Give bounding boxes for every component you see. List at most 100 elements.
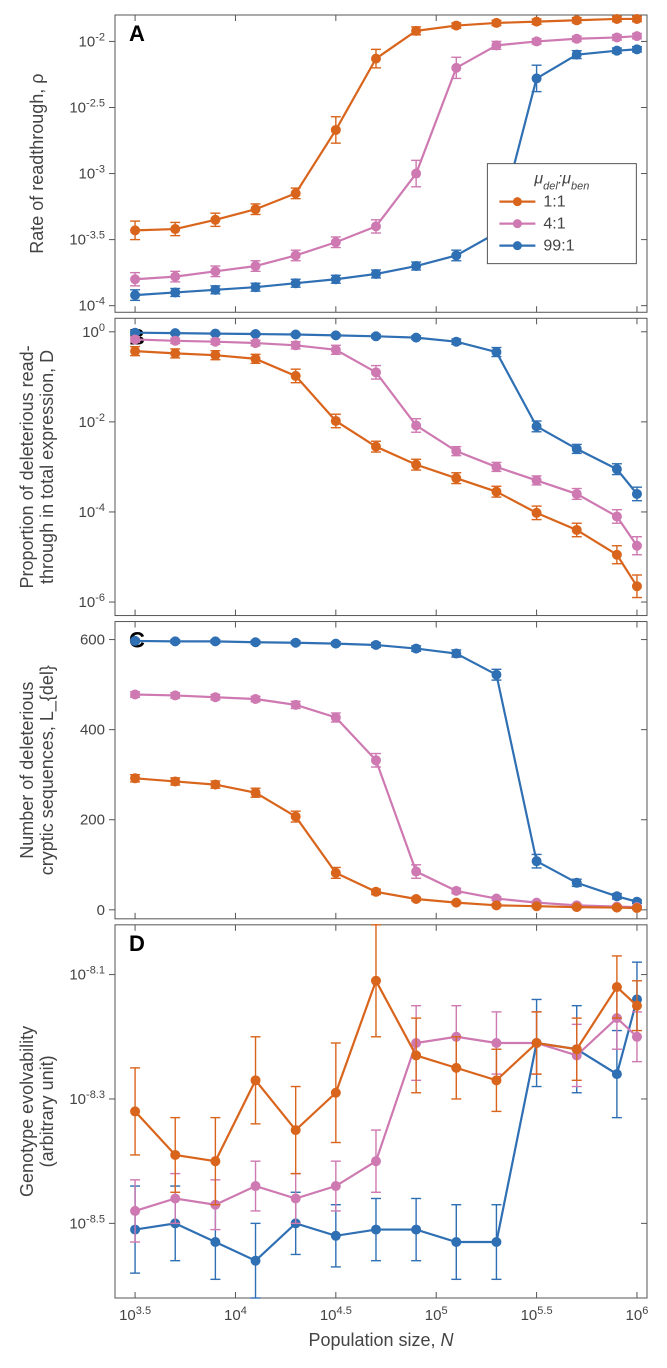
x-axis-label: Population size, N — [308, 1330, 454, 1350]
data-marker — [492, 348, 501, 357]
data-marker — [331, 238, 340, 247]
tick-label: 400 — [80, 722, 105, 739]
data-marker — [632, 32, 641, 41]
data-marker — [412, 460, 421, 469]
data-marker — [171, 637, 180, 646]
legend-item: 1:1 — [543, 194, 565, 211]
tick-label: 10-8.5 — [69, 1213, 105, 1232]
data-marker — [632, 582, 641, 591]
data-marker — [412, 895, 421, 904]
data-marker — [331, 1182, 340, 1191]
tick-label: 105.5 — [521, 1305, 553, 1324]
data-marker — [371, 368, 380, 377]
data-marker — [331, 125, 340, 134]
data-marker — [171, 1194, 180, 1203]
series-line-s3 — [135, 641, 637, 902]
data-marker — [532, 1038, 541, 1047]
data-marker — [251, 695, 260, 704]
panel-D: 10-8.510-8.310-8.1103.5104104.5105105.51… — [17, 925, 648, 1324]
data-marker — [492, 462, 501, 471]
data-marker — [251, 330, 260, 339]
data-marker — [612, 1070, 621, 1079]
data-marker — [371, 332, 380, 341]
data-marker — [371, 976, 380, 985]
tick-label: 10-2 — [79, 31, 105, 50]
data-marker — [452, 886, 461, 895]
tick-label: 10-6 — [79, 592, 105, 611]
data-marker — [291, 330, 300, 339]
data-marker — [612, 46, 621, 55]
data-marker — [412, 169, 421, 178]
data-marker — [572, 489, 581, 498]
data-marker — [251, 262, 260, 271]
panel-letter: A — [129, 21, 145, 46]
data-marker — [331, 345, 340, 354]
data-marker — [632, 489, 641, 498]
tick-label: 10-2.5 — [69, 97, 105, 116]
data-marker — [131, 636, 140, 645]
data-marker — [412, 262, 421, 271]
data-marker — [632, 1032, 641, 1041]
data-marker — [251, 205, 260, 214]
tick-label: 10-3.5 — [69, 230, 105, 249]
data-marker — [251, 788, 260, 797]
data-marker — [331, 331, 340, 340]
data-marker — [291, 371, 300, 380]
data-marker — [251, 354, 260, 363]
data-marker — [171, 1150, 180, 1159]
data-marker — [251, 1182, 260, 1191]
tick-label: 10-4 — [79, 296, 105, 315]
data-marker — [371, 756, 380, 765]
data-marker — [211, 285, 220, 294]
tick-label: 10-3 — [79, 164, 105, 183]
data-marker — [371, 269, 380, 278]
tick-label: 104.5 — [320, 1305, 352, 1324]
data-marker — [211, 1157, 220, 1166]
data-marker — [251, 1076, 260, 1085]
data-marker — [251, 1256, 260, 1265]
data-marker — [532, 476, 541, 485]
data-marker — [171, 336, 180, 345]
data-marker — [532, 17, 541, 26]
tick-label: 600 — [80, 632, 105, 649]
legend-item: 99:1 — [543, 238, 574, 255]
figure-svg: 10-410-3.510-310-2.510-2Rate of readthro… — [0, 0, 667, 1368]
data-marker — [371, 442, 380, 451]
data-marker — [171, 272, 180, 281]
data-marker — [331, 868, 340, 877]
data-marker — [371, 1157, 380, 1166]
data-marker — [211, 337, 220, 346]
data-marker — [211, 215, 220, 224]
data-marker — [412, 421, 421, 430]
data-marker — [291, 700, 300, 709]
data-marker — [291, 1194, 300, 1203]
y-axis-label: Number of deleteriouscryptic sequences, … — [17, 665, 58, 875]
data-marker — [492, 1076, 501, 1085]
data-marker — [452, 251, 461, 260]
data-marker — [251, 638, 260, 647]
data-marker — [632, 14, 641, 23]
data-marker — [291, 638, 300, 647]
panel-B: 10-610-410-2100Proportion of deleterious… — [17, 318, 647, 615]
panel-frame — [115, 318, 647, 615]
panel-letter: D — [129, 931, 145, 956]
data-marker — [131, 226, 140, 235]
data-marker — [612, 892, 621, 901]
data-marker — [171, 225, 180, 234]
figure-root: { "width": 667, "height": 1368, "margins… — [0, 0, 667, 1368]
data-marker — [452, 649, 461, 658]
data-marker — [452, 1063, 461, 1072]
panel-C: 0200400600Number of deleteriouscryptic s… — [17, 622, 647, 919]
data-marker — [211, 637, 220, 646]
data-marker — [532, 857, 541, 866]
data-marker — [532, 37, 541, 46]
data-marker — [371, 222, 380, 231]
tick-label: 104 — [224, 1305, 247, 1324]
data-marker — [131, 275, 140, 284]
data-marker — [452, 474, 461, 483]
data-marker — [291, 812, 300, 821]
data-marker — [331, 275, 340, 284]
data-marker — [412, 1051, 421, 1060]
tick-label: 100 — [82, 322, 105, 341]
data-marker — [171, 691, 180, 700]
